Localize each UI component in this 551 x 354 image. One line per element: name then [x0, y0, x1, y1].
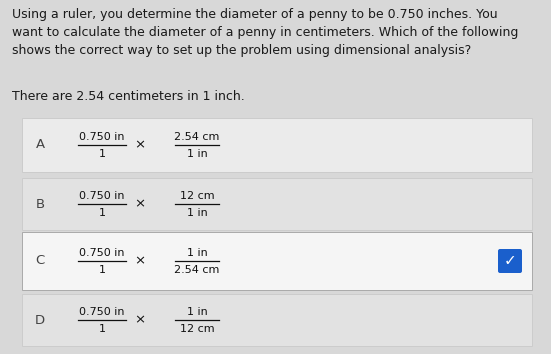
Text: There are 2.54 centimeters in 1 inch.: There are 2.54 centimeters in 1 inch.: [12, 90, 245, 103]
Text: B: B: [35, 198, 45, 211]
Text: C: C: [35, 255, 45, 268]
Text: ✓: ✓: [504, 253, 516, 268]
Text: 0.750 in: 0.750 in: [79, 307, 125, 317]
Text: ×: ×: [134, 255, 145, 268]
Text: ×: ×: [134, 314, 145, 326]
Text: 12 cm: 12 cm: [180, 324, 214, 334]
Text: 2.54 cm: 2.54 cm: [174, 265, 220, 275]
FancyBboxPatch shape: [22, 232, 532, 290]
Text: 0.750 in: 0.750 in: [79, 191, 125, 201]
Text: 12 cm: 12 cm: [180, 191, 214, 201]
FancyBboxPatch shape: [22, 294, 532, 346]
Text: ×: ×: [134, 198, 145, 211]
Text: 1: 1: [99, 208, 105, 218]
Text: 1: 1: [99, 324, 105, 334]
Text: 1: 1: [99, 149, 105, 159]
Text: 1 in: 1 in: [187, 248, 207, 258]
Text: 2.54 cm: 2.54 cm: [174, 132, 220, 142]
Text: 0.750 in: 0.750 in: [79, 248, 125, 258]
FancyBboxPatch shape: [498, 249, 522, 273]
Text: 1 in: 1 in: [187, 307, 207, 317]
Text: A: A: [35, 138, 45, 152]
Text: 1: 1: [99, 265, 105, 275]
Text: 1 in: 1 in: [187, 208, 207, 218]
FancyBboxPatch shape: [22, 178, 532, 230]
Text: ×: ×: [134, 138, 145, 152]
FancyBboxPatch shape: [22, 118, 532, 172]
Text: Using a ruler, you determine the diameter of a penny to be 0.750 inches. You
wan: Using a ruler, you determine the diamete…: [12, 8, 518, 57]
Text: 0.750 in: 0.750 in: [79, 132, 125, 142]
Text: D: D: [35, 314, 45, 326]
Text: 1 in: 1 in: [187, 149, 207, 159]
